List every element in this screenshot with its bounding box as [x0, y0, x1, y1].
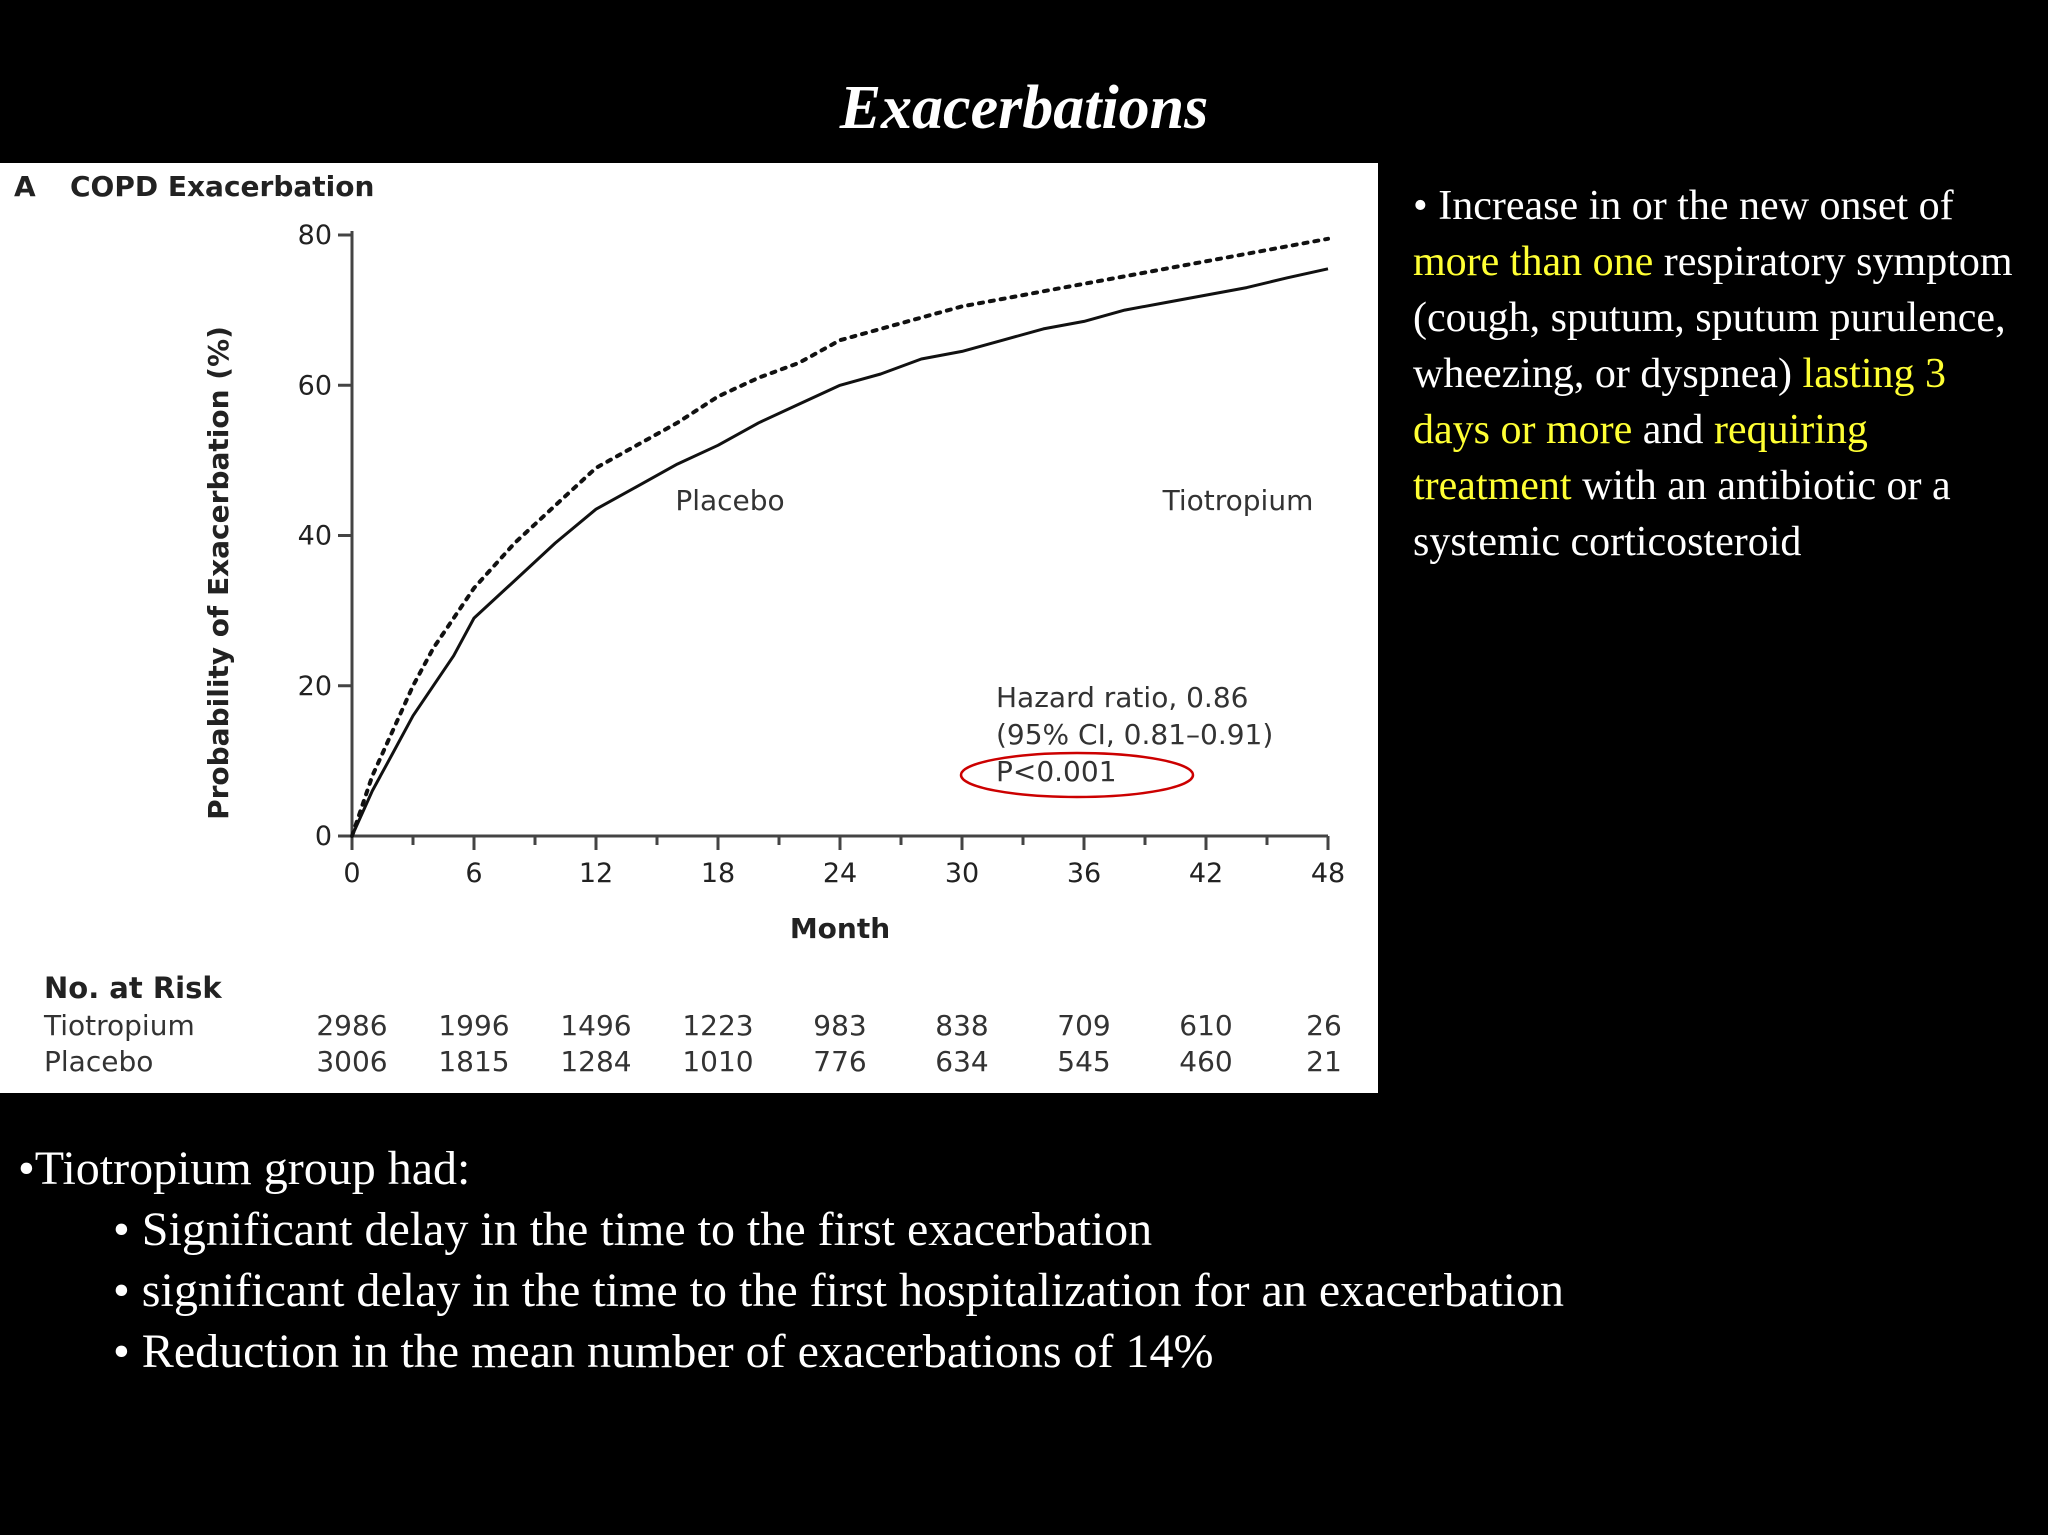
summary-heading: •Tiotropium group had: [18, 1142, 471, 1195]
definition-highlight: lasting 3 days or more [1413, 351, 1947, 453]
risk-cell: 776 [813, 1045, 866, 1078]
risk-cell: 3006 [316, 1045, 387, 1078]
figure-panel: A COPD Exacerbation Probability of Exace… [0, 163, 1378, 1093]
x-tick-label: 0 [343, 858, 360, 889]
risk-cell: 634 [935, 1045, 988, 1078]
summary-item: • Reduction in the mean number of exacer… [113, 1325, 1214, 1378]
risk-cell: 1815 [438, 1045, 509, 1078]
risk-cell: 983 [813, 1009, 866, 1042]
hazard-annotation: Hazard ratio, 0.86 (95% CI, 0.81–0.91) P<0… [959, 681, 1273, 799]
y-tick-label: 0 [315, 821, 332, 852]
risk-table-heading: No. at Risk [44, 971, 222, 1005]
definition-highlight: more than one [1413, 239, 1654, 285]
y-tick-label: 60 [298, 370, 332, 401]
definition-text: with an antibiotic or a systemic cortico… [1413, 463, 1951, 565]
risk-cell: 2986 [316, 1009, 387, 1042]
risk-cell: 545 [1057, 1045, 1110, 1078]
x-tick-label: 6 [465, 858, 482, 889]
x-tick-label: 12 [579, 858, 613, 889]
x-tick-label: 36 [1067, 858, 1101, 889]
risk-table: No. at Risk Tiotropium 2986 1996 1496 1223 983… [43, 971, 1342, 1078]
series-layer [350, 236, 1330, 838]
annotation-line: P<0.001 [996, 755, 1117, 788]
exacerbation-definition: • Increase in or the new onset of more t… [1413, 178, 2013, 570]
definition-text: and [1632, 407, 1714, 453]
km-chart: A COPD Exacerbation Probability of Exace… [14, 170, 1346, 1078]
x-tick-label: 30 [945, 858, 979, 889]
y-tick-label: 80 [298, 220, 332, 251]
x-axis-label: Month [790, 912, 890, 945]
risk-cell: 21 [1306, 1045, 1342, 1078]
series-labels: Placebo Tiotropium [675, 484, 1313, 517]
definition-highlight: requiring treatment [1413, 407, 1868, 509]
risk-cell: 1010 [682, 1045, 753, 1078]
definition-text: respiratory symptom (cough, sputum, sput… [1413, 239, 2013, 397]
series-line-tiotropium [350, 267, 1329, 837]
p-value-circle [959, 751, 1195, 799]
y-axis-label: Probability of Exacerbation (%) [202, 326, 235, 820]
series-label-placebo: Placebo [675, 484, 784, 517]
panel-letter: A [14, 170, 36, 203]
risk-cell: 1496 [560, 1009, 631, 1042]
x-tick-label: 42 [1189, 858, 1223, 889]
annotation-line: (95% CI, 0.81–0.91) [996, 718, 1273, 751]
summary-list: •Tiotropium group had: • Significant del… [18, 1138, 1918, 1382]
axes: 0 20 40 60 80 0 6 12 18 24 30 36 42 48 [298, 220, 1346, 889]
summary-item: • Significant delay in the time to the f… [113, 1203, 1153, 1256]
risk-cell: 1996 [438, 1009, 509, 1042]
risk-cell: 1284 [560, 1045, 631, 1078]
risk-cell: 26 [1306, 1009, 1342, 1042]
series-label-tiotropium: Tiotropium [1162, 484, 1314, 517]
series-line-placebo [350, 236, 1330, 838]
y-tick-label: 20 [298, 671, 332, 702]
risk-cell: 838 [935, 1009, 988, 1042]
x-tick-label: 24 [823, 858, 857, 889]
definition-text: • Increase in or the new onset of [1413, 183, 1954, 229]
risk-cell: 610 [1179, 1009, 1232, 1042]
risk-cell: 709 [1057, 1009, 1110, 1042]
chart-title: COPD Exacerbation [70, 170, 374, 203]
x-tick-label: 18 [701, 858, 735, 889]
summary-item: • significant delay in the time to the f… [113, 1264, 1565, 1317]
risk-cell: 1223 [682, 1009, 753, 1042]
y-tick-label: 40 [298, 521, 332, 552]
risk-row-label: Tiotropium [43, 1009, 195, 1042]
annotation-line: Hazard ratio, 0.86 [996, 681, 1248, 714]
risk-cell: 460 [1179, 1045, 1232, 1078]
slide-title: Exacerbations [839, 74, 1209, 142]
risk-row-label: Placebo [44, 1045, 153, 1078]
x-tick-label: 48 [1311, 858, 1345, 889]
